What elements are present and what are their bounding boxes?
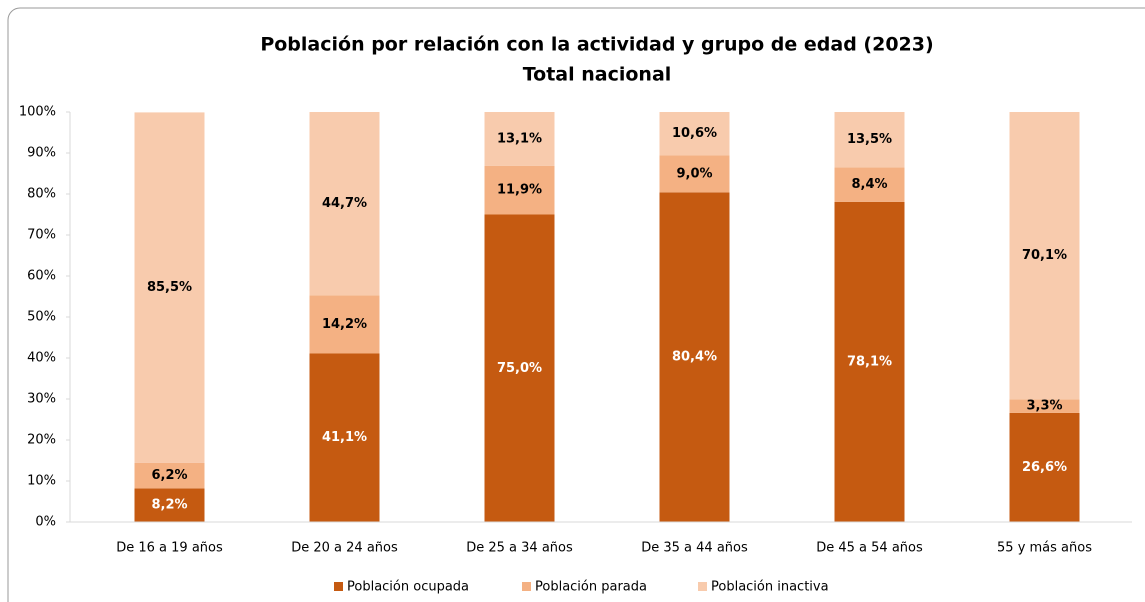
data-label: 11,9% xyxy=(497,183,542,198)
data-label: 41,1% xyxy=(322,430,367,445)
bar-segment xyxy=(134,112,205,463)
y-tick-label: 80% xyxy=(27,187,56,202)
bar-segment xyxy=(484,214,555,522)
bar-segment xyxy=(834,167,905,202)
y-tick-label: 50% xyxy=(27,310,56,325)
bar-segment xyxy=(309,295,380,354)
data-label: 13,1% xyxy=(497,131,542,146)
legend-label: Población parada xyxy=(535,580,647,595)
bar-segment xyxy=(484,165,555,215)
chart-subtitle: Total nacional xyxy=(523,64,672,86)
bar-segment xyxy=(134,462,205,489)
y-tick-label: 20% xyxy=(27,433,56,448)
bar-segment xyxy=(484,112,555,166)
x-tick-label: De 25 a 34 años xyxy=(466,541,573,556)
data-label: 6,2% xyxy=(151,468,187,483)
data-label: 8,2% xyxy=(151,498,187,513)
legend-swatch xyxy=(522,582,531,591)
bar-segment xyxy=(309,353,380,522)
legend-label: Población inactiva xyxy=(711,580,829,595)
legend-label: Población ocupada xyxy=(347,580,469,595)
bar-segment xyxy=(834,112,905,168)
data-label: 8,4% xyxy=(851,177,887,192)
y-tick-label: 40% xyxy=(27,351,56,366)
chart-title: Población por relación con la actividad … xyxy=(260,34,933,56)
data-label: 10,6% xyxy=(672,126,717,141)
bar-segment xyxy=(659,192,730,523)
y-tick-label: 0% xyxy=(35,515,56,530)
data-label: 3,3% xyxy=(1026,399,1062,414)
data-label: 13,5% xyxy=(847,132,892,147)
bar-segment xyxy=(1009,112,1080,400)
bar-segment xyxy=(659,112,730,156)
x-tick-label: 55 y más años xyxy=(997,541,1092,556)
y-tick-label: 90% xyxy=(27,146,56,161)
data-label: 70,1% xyxy=(1022,248,1067,263)
bar-segment xyxy=(834,201,905,523)
data-label: 9,0% xyxy=(676,166,712,181)
x-tick-label: De 20 a 24 años xyxy=(291,541,398,556)
y-tick-label: 30% xyxy=(27,392,56,407)
legend-swatch xyxy=(334,582,343,591)
data-label: 44,7% xyxy=(322,196,367,211)
data-label: 75,0% xyxy=(497,361,542,376)
y-tick-label: 100% xyxy=(19,105,56,120)
bar-segment xyxy=(134,488,205,522)
data-label: 78,1% xyxy=(847,354,892,369)
legend-swatch xyxy=(698,582,707,591)
bar-segment xyxy=(1009,399,1080,413)
data-label: 26,6% xyxy=(1022,460,1067,475)
y-tick-label: 10% xyxy=(27,474,56,489)
x-tick-label: De 45 a 54 años xyxy=(816,541,923,556)
y-tick-label: 70% xyxy=(27,228,56,243)
x-tick-label: De 16 a 19 años xyxy=(116,541,223,556)
data-label: 80,4% xyxy=(672,350,717,365)
data-label: 85,5% xyxy=(147,280,192,295)
data-label: 14,2% xyxy=(322,317,367,332)
bar-segment xyxy=(309,112,380,296)
y-tick-label: 60% xyxy=(27,269,56,284)
bar-segment xyxy=(659,155,730,193)
x-tick-label: De 35 a 44 años xyxy=(641,541,748,556)
bar-segment xyxy=(1009,412,1080,522)
